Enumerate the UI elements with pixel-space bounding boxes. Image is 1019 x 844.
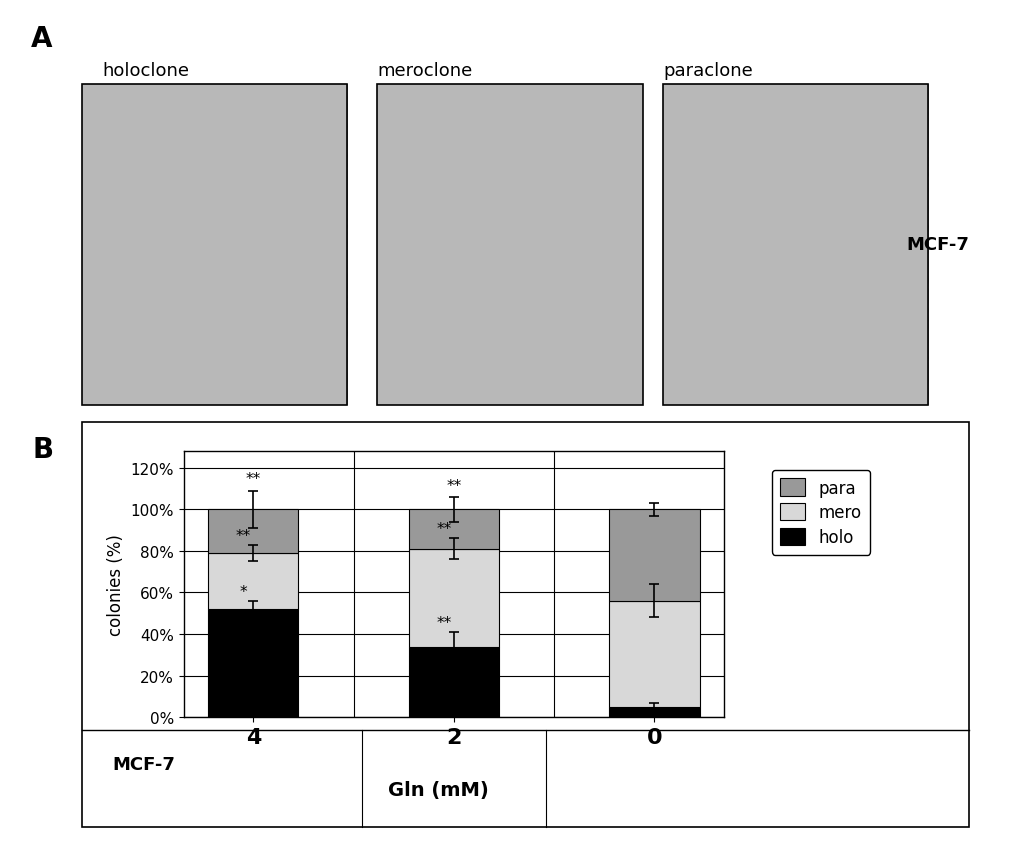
Text: Gln (mM): Gln (mM) [388,780,488,798]
Bar [208,554,299,609]
Bar [608,510,699,601]
Text: MCF-7: MCF-7 [905,235,968,254]
Y-axis label: colonies (%): colonies (%) [107,533,124,636]
Text: paraclone: paraclone [662,62,752,80]
Text: *: * [239,584,247,599]
Bar [409,549,498,647]
Text: B: B [33,436,53,463]
Text: holoclone: holoclone [102,62,189,80]
Text: **: ** [436,522,451,537]
Text: meroclone: meroclone [377,62,472,80]
Legend: para, mero, holo: para, mero, holo [771,471,869,555]
Text: **: ** [446,478,461,493]
Bar [208,609,299,717]
Bar [608,707,699,717]
Text: MCF-7: MCF-7 [112,755,175,773]
Text: **: ** [235,528,251,543]
Bar [409,647,498,717]
Bar [409,510,498,549]
Text: **: ** [436,615,451,630]
Bar [608,601,699,707]
Bar [208,510,299,554]
Text: A: A [31,25,52,53]
Text: **: ** [246,472,261,487]
